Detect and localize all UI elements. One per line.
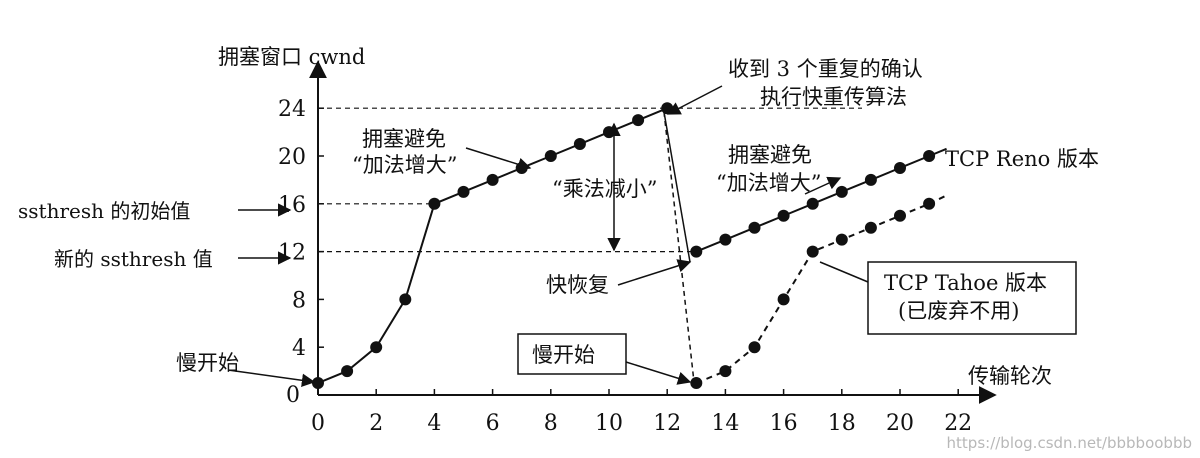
data-point — [312, 377, 324, 390]
dup-ack-drop-line — [663, 111, 695, 383]
data-point — [894, 161, 906, 174]
data-point — [428, 197, 441, 210]
tahoe-label-2: (已废弃不用) — [898, 299, 1019, 323]
x-tick-label: 22 — [944, 411, 972, 436]
series-layer — [312, 102, 947, 390]
reno-label: TCP Reno 版本 — [945, 147, 1099, 171]
dup-ack-arrow — [666, 85, 723, 115]
md-label: “乘法减小” — [552, 177, 657, 201]
x-tick-label: 14 — [711, 411, 739, 436]
data-point — [777, 209, 790, 222]
ssthresh-initial-label: ssthresh 的初始值 — [18, 199, 190, 223]
x-tick-label: 4 — [427, 411, 441, 436]
y-tick-label: 24 — [278, 97, 306, 122]
tahoe-box — [867, 261, 1077, 335]
data-point — [603, 126, 615, 139]
data-point — [894, 209, 906, 222]
ca-right-label-1: 拥塞避免 — [728, 143, 812, 167]
slow-start-left-label: 慢开始 — [176, 351, 239, 375]
data-point — [690, 377, 703, 390]
y-tick-label: 4 — [292, 336, 306, 361]
slow-start-box-label: 慢开始 — [532, 343, 595, 367]
origin-label: 0 — [286, 383, 300, 408]
ssthresh-new-label: 新的 ssthresh 值 — [54, 247, 213, 271]
x-tick-label: 6 — [486, 411, 500, 436]
ca-right-label-2: “加法增大” — [716, 171, 821, 195]
x-tick-label: 16 — [770, 411, 798, 436]
ca-left-label-2: “加法增大” — [352, 153, 457, 177]
fast-recovery-label: 快恢复 — [546, 273, 609, 297]
reference-lines — [318, 107, 862, 253]
data-point — [835, 185, 848, 198]
data-point — [573, 138, 586, 151]
watermark: https://blog.csdn.net/bbbboobbb — [947, 434, 1192, 452]
slow-start-box-arrow — [625, 361, 692, 385]
slow-start-left-arrow — [227, 369, 316, 388]
data-point — [806, 245, 819, 258]
x-axis-label: 传输轮次 — [968, 364, 1052, 388]
ca-left-label-1: 拥塞避免 — [362, 127, 446, 151]
y-tick-label: 12 — [278, 241, 306, 266]
tahoe-tail — [928, 194, 947, 205]
data-point — [486, 173, 499, 186]
data-point — [864, 221, 877, 234]
data-point — [341, 365, 354, 378]
reno-tail — [928, 147, 947, 157]
x-tick-label: 10 — [595, 411, 623, 436]
tahoe-arrow — [819, 261, 869, 283]
data-point — [690, 245, 703, 258]
data-point — [748, 221, 761, 234]
data-point — [544, 150, 557, 162]
x-tick-label: 0 — [311, 411, 325, 436]
data-point — [370, 341, 383, 354]
ca-left-arrow — [465, 147, 532, 171]
data-point — [777, 293, 790, 306]
data-point — [864, 173, 877, 186]
data-point — [748, 341, 761, 354]
data-point — [835, 233, 848, 246]
y-tick-label: 8 — [292, 288, 306, 313]
x-tick-label: 12 — [653, 411, 681, 436]
x-tick-label: 2 — [369, 411, 383, 436]
dup-ack-label-2: 执行快重传算法 — [760, 85, 907, 109]
data-point — [457, 185, 470, 198]
x-tick-label: 18 — [828, 411, 856, 436]
dup-ack-label-1: 收到 3 个重复的确认 — [728, 57, 923, 81]
data-point — [719, 233, 732, 246]
dup-ack-drop-line-2 — [663, 111, 691, 263]
tahoe-label-1: TCP Tahoe 版本 — [884, 271, 1047, 295]
y-axis-label: 拥塞窗口 cwnd — [218, 45, 365, 69]
x-tick-label: 20 — [886, 411, 914, 436]
y-tick-label: 20 — [278, 145, 306, 170]
slow-start-box — [517, 333, 627, 375]
y-tick-label: 16 — [278, 193, 306, 218]
data-point — [399, 293, 412, 306]
fast-recovery-arrow — [617, 259, 692, 286]
data-point — [719, 365, 732, 378]
data-point — [632, 114, 645, 127]
data-point — [806, 197, 819, 210]
x-tick-label: 8 — [544, 411, 558, 436]
ca-right-arrow — [804, 176, 842, 195]
